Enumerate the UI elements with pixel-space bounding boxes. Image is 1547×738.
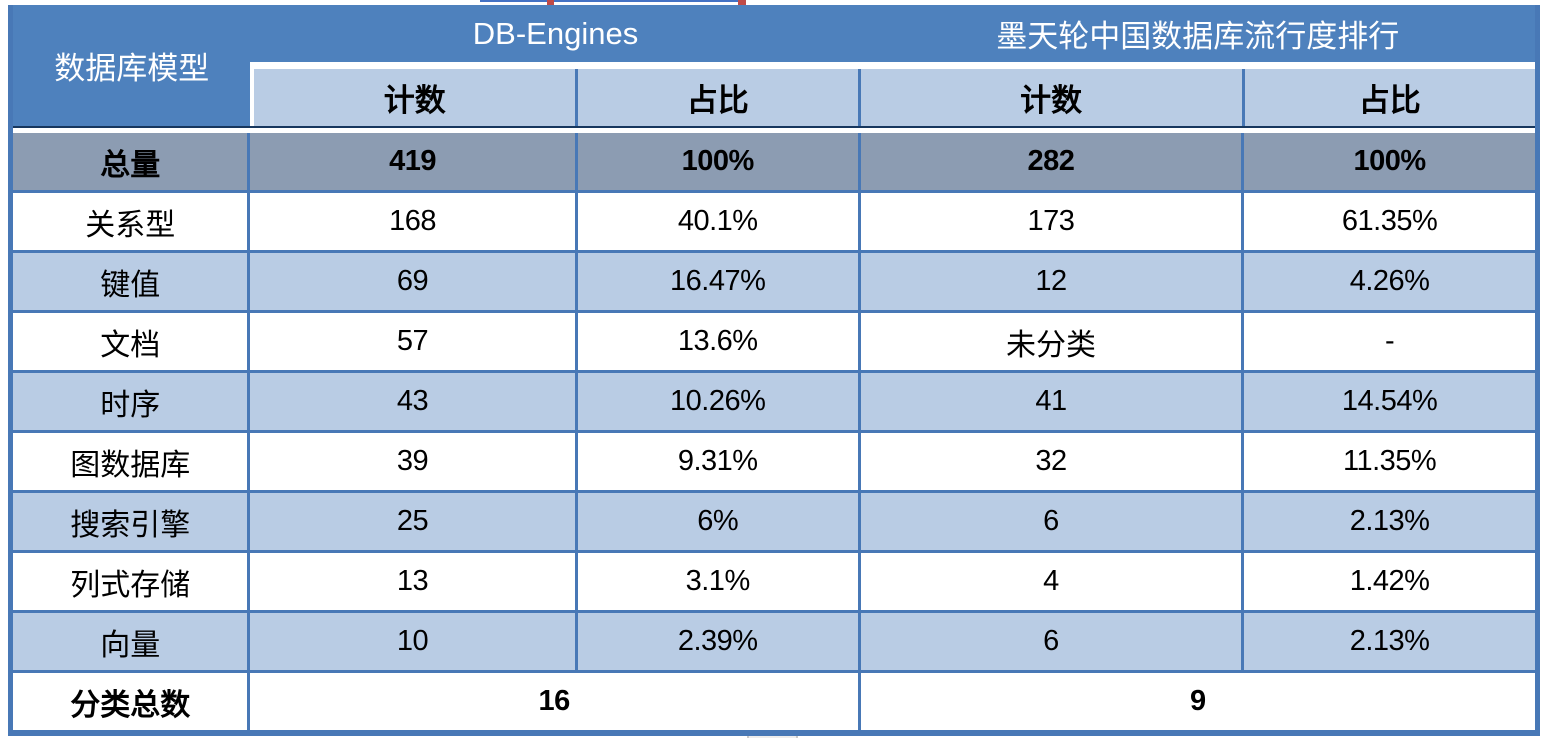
row-label: 文档 (13, 313, 251, 370)
cell-value: 3.1% (578, 553, 861, 610)
cell-value: 1.42% (1349, 565, 1430, 597)
subheader-white-separator (13, 128, 1535, 133)
row-label: 键值 (13, 253, 251, 310)
table-row-key-value: 键值 69 16.47% 12 4.26% (13, 250, 1535, 310)
group-header-motianlun: 墨天轮中国数据库流行度排行 (996, 19, 1400, 54)
cell-value: 32 (861, 433, 1245, 490)
table-row-total: 总量 419 100% 282 100% (13, 133, 1535, 190)
table-row-graph: 图数据库 39 9.31% 32 11.35% (13, 430, 1535, 490)
subheader-db-engines-share: 占比 (577, 69, 861, 126)
row-label: 关系型 (13, 193, 251, 250)
row-label: 总量 (13, 133, 251, 190)
table-row-vector: 向量 10 2.39% 6 2.13% (13, 610, 1535, 670)
cell-value: 6% (578, 493, 861, 550)
cell-value: 419 (250, 133, 578, 190)
table-row-columnar: 列式存储 13 3.1% 4 1.42% (13, 550, 1535, 610)
group-header-row: DB-Engines 墨天轮中国数据库流行度排行 (250, 5, 1535, 62)
table-row-category-totals: 分类总数 16 9 (13, 670, 1535, 730)
database-model-comparison-table: 数据库模型 DB-Engines 墨天轮中国数据库流行度排行 计数 占比 计数 … (8, 5, 1540, 736)
cell-value: 43 (250, 373, 578, 430)
cell-value: 40.1% (578, 193, 861, 250)
cell-value: 4 (861, 553, 1245, 610)
cell-value: 100% (1353, 145, 1427, 177)
table-row-time-series: 时序 43 10.26% 41 14.54% (13, 370, 1535, 430)
table-row-search-engine: 搜索引擎 25 6% 6 2.13% (13, 490, 1535, 550)
cell-value: 173 (861, 193, 1245, 250)
corner-header-cell: 数据库模型 (13, 5, 251, 126)
cell-value: 14.54% (1341, 385, 1438, 417)
cell-value: 11.35% (1342, 445, 1437, 477)
cell-value: 57 (250, 313, 578, 370)
group-header-db-engines: DB-Engines (472, 15, 639, 51)
cell-value: 100% (578, 133, 861, 190)
row-label: 时序 (13, 373, 251, 430)
cell-value: 4.26% (1349, 265, 1430, 297)
row-label: 列式存储 (13, 553, 251, 610)
row-label: 向量 (13, 613, 251, 670)
cell-value: 13.6% (578, 313, 861, 370)
cell-value: 25 (250, 493, 578, 550)
row-label: 图数据库 (13, 433, 251, 490)
cell-value: 12 (861, 253, 1245, 310)
cell-value: 9.31% (578, 433, 861, 490)
table-row-document: 文档 57 13.6% 未分类 - (13, 310, 1535, 370)
subheader-motianlun-share: 占比 (1244, 69, 1535, 126)
cell-value: 41 (861, 373, 1245, 430)
table-header: 数据库模型 DB-Engines 墨天轮中国数据库流行度排行 计数 占比 计数 … (13, 5, 1535, 126)
cell-value: 2.39% (578, 613, 861, 670)
row-label: 搜索引擎 (13, 493, 251, 550)
top-crop-artifact-red-mark-left (547, 0, 554, 5)
subheader-db-engines-count: 计数 (250, 69, 578, 126)
cell-value: 6 (861, 613, 1245, 670)
top-crop-artifact-red-mark-right (738, 0, 746, 5)
cell-value: 168 (250, 193, 578, 250)
cell-value: 10 (250, 613, 578, 670)
subheader-motianlun-count: 计数 (860, 69, 1245, 126)
footer-total-motianlun: 9 (1190, 685, 1206, 717)
cell-value: 2.13% (1349, 625, 1430, 657)
cell-value: 未分类 (861, 313, 1245, 370)
header-white-gap (250, 62, 1535, 69)
top-crop-artifact-blue-line (480, 0, 745, 2)
cell-value: 39 (250, 433, 578, 490)
cell-value: - (1385, 325, 1395, 357)
footer-label: 分类总数 (13, 673, 251, 730)
cell-value: 16.47% (578, 253, 861, 310)
cell-value: 10.26% (578, 373, 861, 430)
table-row-relational: 关系型 168 40.1% 173 61.35% (13, 190, 1535, 250)
cell-value: 61.35% (1341, 205, 1438, 237)
subheader-row: 计数 占比 计数 占比 (250, 69, 1535, 126)
cell-value: 69 (250, 253, 578, 310)
cell-value: 13 (250, 553, 578, 610)
footer-total-db-engines: 16 (250, 673, 861, 730)
cell-value: 282 (861, 133, 1245, 190)
cell-value: 2.13% (1349, 505, 1430, 537)
header-right-block: DB-Engines 墨天轮中国数据库流行度排行 计数 占比 计数 占比 (250, 5, 1535, 126)
cell-value: 6 (861, 493, 1245, 550)
subheader-dark-separator (13, 126, 1535, 128)
